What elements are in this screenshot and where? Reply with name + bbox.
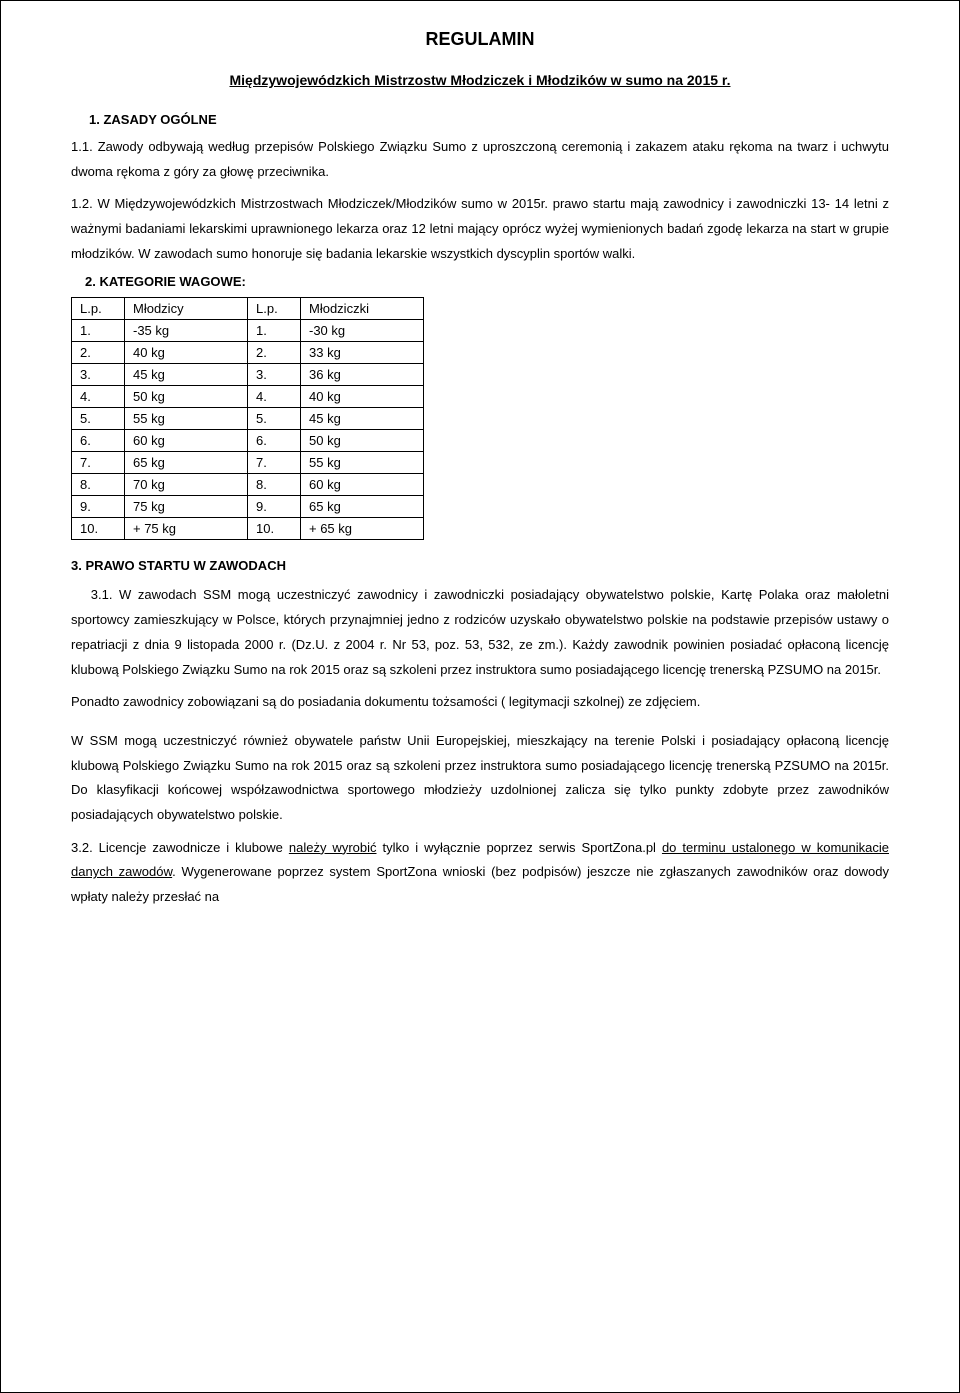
doc-subtitle: Międzywojewódzkich Mistrzostw Młodziczek…	[71, 72, 889, 88]
cell-lp: 8.	[72, 474, 125, 496]
table-row: 10. + 75 kg 10. + 65 kg	[72, 518, 424, 540]
cell-f: 36 kg	[301, 364, 424, 386]
cell-lp: 4.	[72, 386, 125, 408]
table-header-row: L.p. Młodzicy L.p. Młodziczki	[72, 298, 424, 320]
cell-m: 70 kg	[125, 474, 248, 496]
p4-part-b: tylko i wyłącznie poprzez serwis SportZo…	[377, 840, 662, 855]
cell-lp: 4.	[248, 386, 301, 408]
section-3-p4: 3.2. Licencje zawodnicze i klubowe należ…	[71, 836, 889, 910]
cell-m: 45 kg	[125, 364, 248, 386]
cell-m: 55 kg	[125, 408, 248, 430]
table-row: 2. 40 kg 2. 33 kg	[72, 342, 424, 364]
th-m: Młodzicy	[125, 298, 248, 320]
cell-f: -30 kg	[301, 320, 424, 342]
cell-f: 55 kg	[301, 452, 424, 474]
weight-table: L.p. Młodzicy L.p. Młodziczki 1. -35 kg …	[71, 297, 424, 540]
table-row: 3. 45 kg 3. 36 kg	[72, 364, 424, 386]
th-lp2: L.p.	[248, 298, 301, 320]
cell-m: 75 kg	[125, 496, 248, 518]
cell-m: 60 kg	[125, 430, 248, 452]
cell-m: 65 kg	[125, 452, 248, 474]
cell-lp: 6.	[248, 430, 301, 452]
cell-m: + 75 kg	[125, 518, 248, 540]
p4-underline-1: należy wyrobić	[289, 840, 377, 855]
cell-lp: 1.	[72, 320, 125, 342]
cell-lp: 10.	[72, 518, 125, 540]
cell-f: 40 kg	[301, 386, 424, 408]
p4-part-a: 3.2. Licencje zawodnicze i klubowe	[71, 840, 289, 855]
doc-title: REGULAMIN	[71, 29, 889, 50]
cell-lp: 1.	[248, 320, 301, 342]
cell-lp: 3.	[72, 364, 125, 386]
th-lp: L.p.	[72, 298, 125, 320]
cell-lp: 2.	[248, 342, 301, 364]
section-3-p3: W SSM mogą uczestniczyć również obywatel…	[71, 729, 889, 828]
cell-f: 60 kg	[301, 474, 424, 496]
cell-f: 33 kg	[301, 342, 424, 364]
cell-lp: 2.	[72, 342, 125, 364]
table-row: 6. 60 kg 6. 50 kg	[72, 430, 424, 452]
cell-m: 50 kg	[125, 386, 248, 408]
cell-m: 40 kg	[125, 342, 248, 364]
cell-lp: 7.	[248, 452, 301, 474]
table-row: 1. -35 kg 1. -30 kg	[72, 320, 424, 342]
table-row: 9. 75 kg 9. 65 kg	[72, 496, 424, 518]
section-1-heading: 1. ZASADY OGÓLNE	[71, 112, 889, 127]
cell-f: 50 kg	[301, 430, 424, 452]
cell-lp: 5.	[72, 408, 125, 430]
section-2-heading: 2. KATEGORIE WAGOWE:	[71, 274, 889, 289]
cell-lp: 9.	[248, 496, 301, 518]
table-row: 8. 70 kg 8. 60 kg	[72, 474, 424, 496]
document-page: REGULAMIN Międzywojewódzkich Mistrzostw …	[0, 0, 960, 1393]
section-1-p1: 1.1. Zawody odbywają według przepisów Po…	[71, 135, 889, 184]
table-row: 4. 50 kg 4. 40 kg	[72, 386, 424, 408]
cell-f: 65 kg	[301, 496, 424, 518]
section-1-p2: 1.2. W Międzywojewódzkich Mistrzostwach …	[71, 192, 889, 266]
cell-m: -35 kg	[125, 320, 248, 342]
section-3-p2: Ponadto zawodnicy zobowiązani są do posi…	[71, 690, 889, 715]
cell-lp: 5.	[248, 408, 301, 430]
cell-lp: 7.	[72, 452, 125, 474]
table-row: 7. 65 kg 7. 55 kg	[72, 452, 424, 474]
section-3-heading: 3. PRAWO STARTU W ZAWODACH	[71, 558, 889, 573]
cell-lp: 10.	[248, 518, 301, 540]
cell-lp: 9.	[72, 496, 125, 518]
section-3-p1: 3.1. W zawodach SSM mogą uczestniczyć za…	[71, 583, 889, 682]
cell-f: + 65 kg	[301, 518, 424, 540]
th-f: Młodziczki	[301, 298, 424, 320]
table-row: 5. 55 kg 5. 45 kg	[72, 408, 424, 430]
cell-lp: 8.	[248, 474, 301, 496]
cell-f: 45 kg	[301, 408, 424, 430]
cell-lp: 6.	[72, 430, 125, 452]
cell-lp: 3.	[248, 364, 301, 386]
p4-part-c: . Wygenerowane poprzez system SportZona …	[71, 864, 889, 904]
